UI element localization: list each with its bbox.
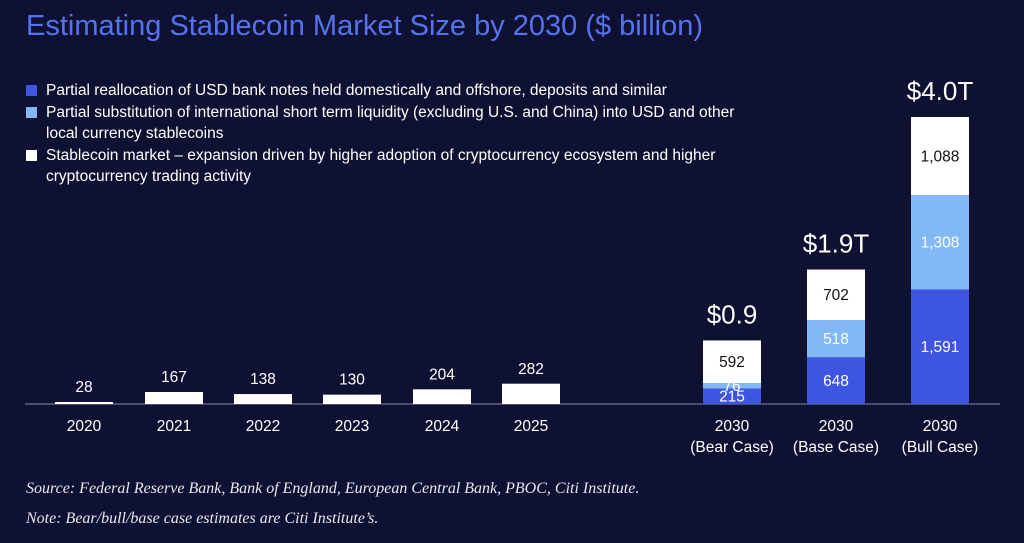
total-label: $1.9T bbox=[803, 228, 870, 258]
bar-segment bbox=[55, 401, 113, 404]
value-label: 138 bbox=[250, 371, 276, 388]
value-label: 167 bbox=[161, 369, 187, 386]
legend-label: Partial substitution of international sh… bbox=[46, 103, 735, 143]
legend-label: Partial reallocation of USD bank notes h… bbox=[46, 82, 667, 99]
legend: Partial reallocation of USD bank notes h… bbox=[26, 80, 766, 188]
value-label: 1,088 bbox=[921, 148, 960, 165]
x-tick-label: 2030 (Bull Case) bbox=[901, 418, 979, 456]
note: Note: Bear/bull/base case estimates are … bbox=[26, 510, 379, 527]
legend-swatch bbox=[26, 149, 37, 161]
legend-item: Partial reallocation of USD bank notes h… bbox=[26, 80, 766, 102]
value-label: 518 bbox=[823, 331, 849, 348]
bar-segment bbox=[323, 394, 381, 404]
bar-segment bbox=[807, 357, 865, 404]
value-label: 648 bbox=[823, 373, 849, 390]
value-label: 130 bbox=[339, 372, 365, 389]
x-tick-label: 2030 (Bear Case) bbox=[690, 418, 774, 456]
bar-segment bbox=[911, 289, 969, 404]
x-tick-label: 2030 (Base Case) bbox=[792, 418, 880, 456]
bar-segment bbox=[703, 388, 761, 404]
bar-segment bbox=[145, 391, 203, 404]
legend-swatch bbox=[26, 106, 37, 118]
bar-segment bbox=[807, 269, 865, 321]
x-tick-label: 2025 bbox=[513, 418, 549, 435]
value-label: 282 bbox=[518, 361, 544, 378]
x-tick-label: 2021 bbox=[156, 418, 192, 435]
chart-title: Estimating Stablecoin Market Size by 203… bbox=[26, 10, 703, 42]
value-label: 204 bbox=[429, 366, 455, 383]
total-label: $0.9 bbox=[707, 299, 758, 329]
legend-label: Stablecoin market – expansion driven by … bbox=[46, 146, 716, 186]
x-tick-label: 2023 bbox=[334, 418, 370, 435]
value-label: 592 bbox=[719, 354, 745, 371]
value-label: 215 bbox=[719, 388, 745, 405]
bar-segment bbox=[703, 383, 761, 389]
legend-item: Partial substitution of international sh… bbox=[26, 102, 766, 145]
x-tick-label: 2020 bbox=[66, 418, 102, 435]
bar-segment bbox=[502, 383, 560, 404]
legend-swatch bbox=[26, 85, 37, 96]
x-tick-label: 2022 bbox=[245, 418, 281, 435]
bar-segment bbox=[807, 320, 865, 358]
legend-item: Stablecoin market – expansion driven by … bbox=[26, 145, 766, 188]
value-label: 1,591 bbox=[921, 339, 960, 356]
total-label: $4.0T bbox=[907, 76, 974, 106]
source: Source: Federal Reserve Bank, Bank of En… bbox=[26, 480, 640, 497]
bar-segment bbox=[234, 394, 292, 404]
x-tick-label: 2024 bbox=[424, 418, 460, 435]
bar-segment bbox=[911, 117, 969, 196]
value-label: 702 bbox=[823, 287, 849, 304]
bar-segment bbox=[911, 195, 969, 290]
value-label: 1,308 bbox=[921, 234, 960, 251]
bar-segment bbox=[413, 389, 471, 404]
value-label: 28 bbox=[75, 379, 92, 396]
bar-segment bbox=[703, 340, 761, 384]
